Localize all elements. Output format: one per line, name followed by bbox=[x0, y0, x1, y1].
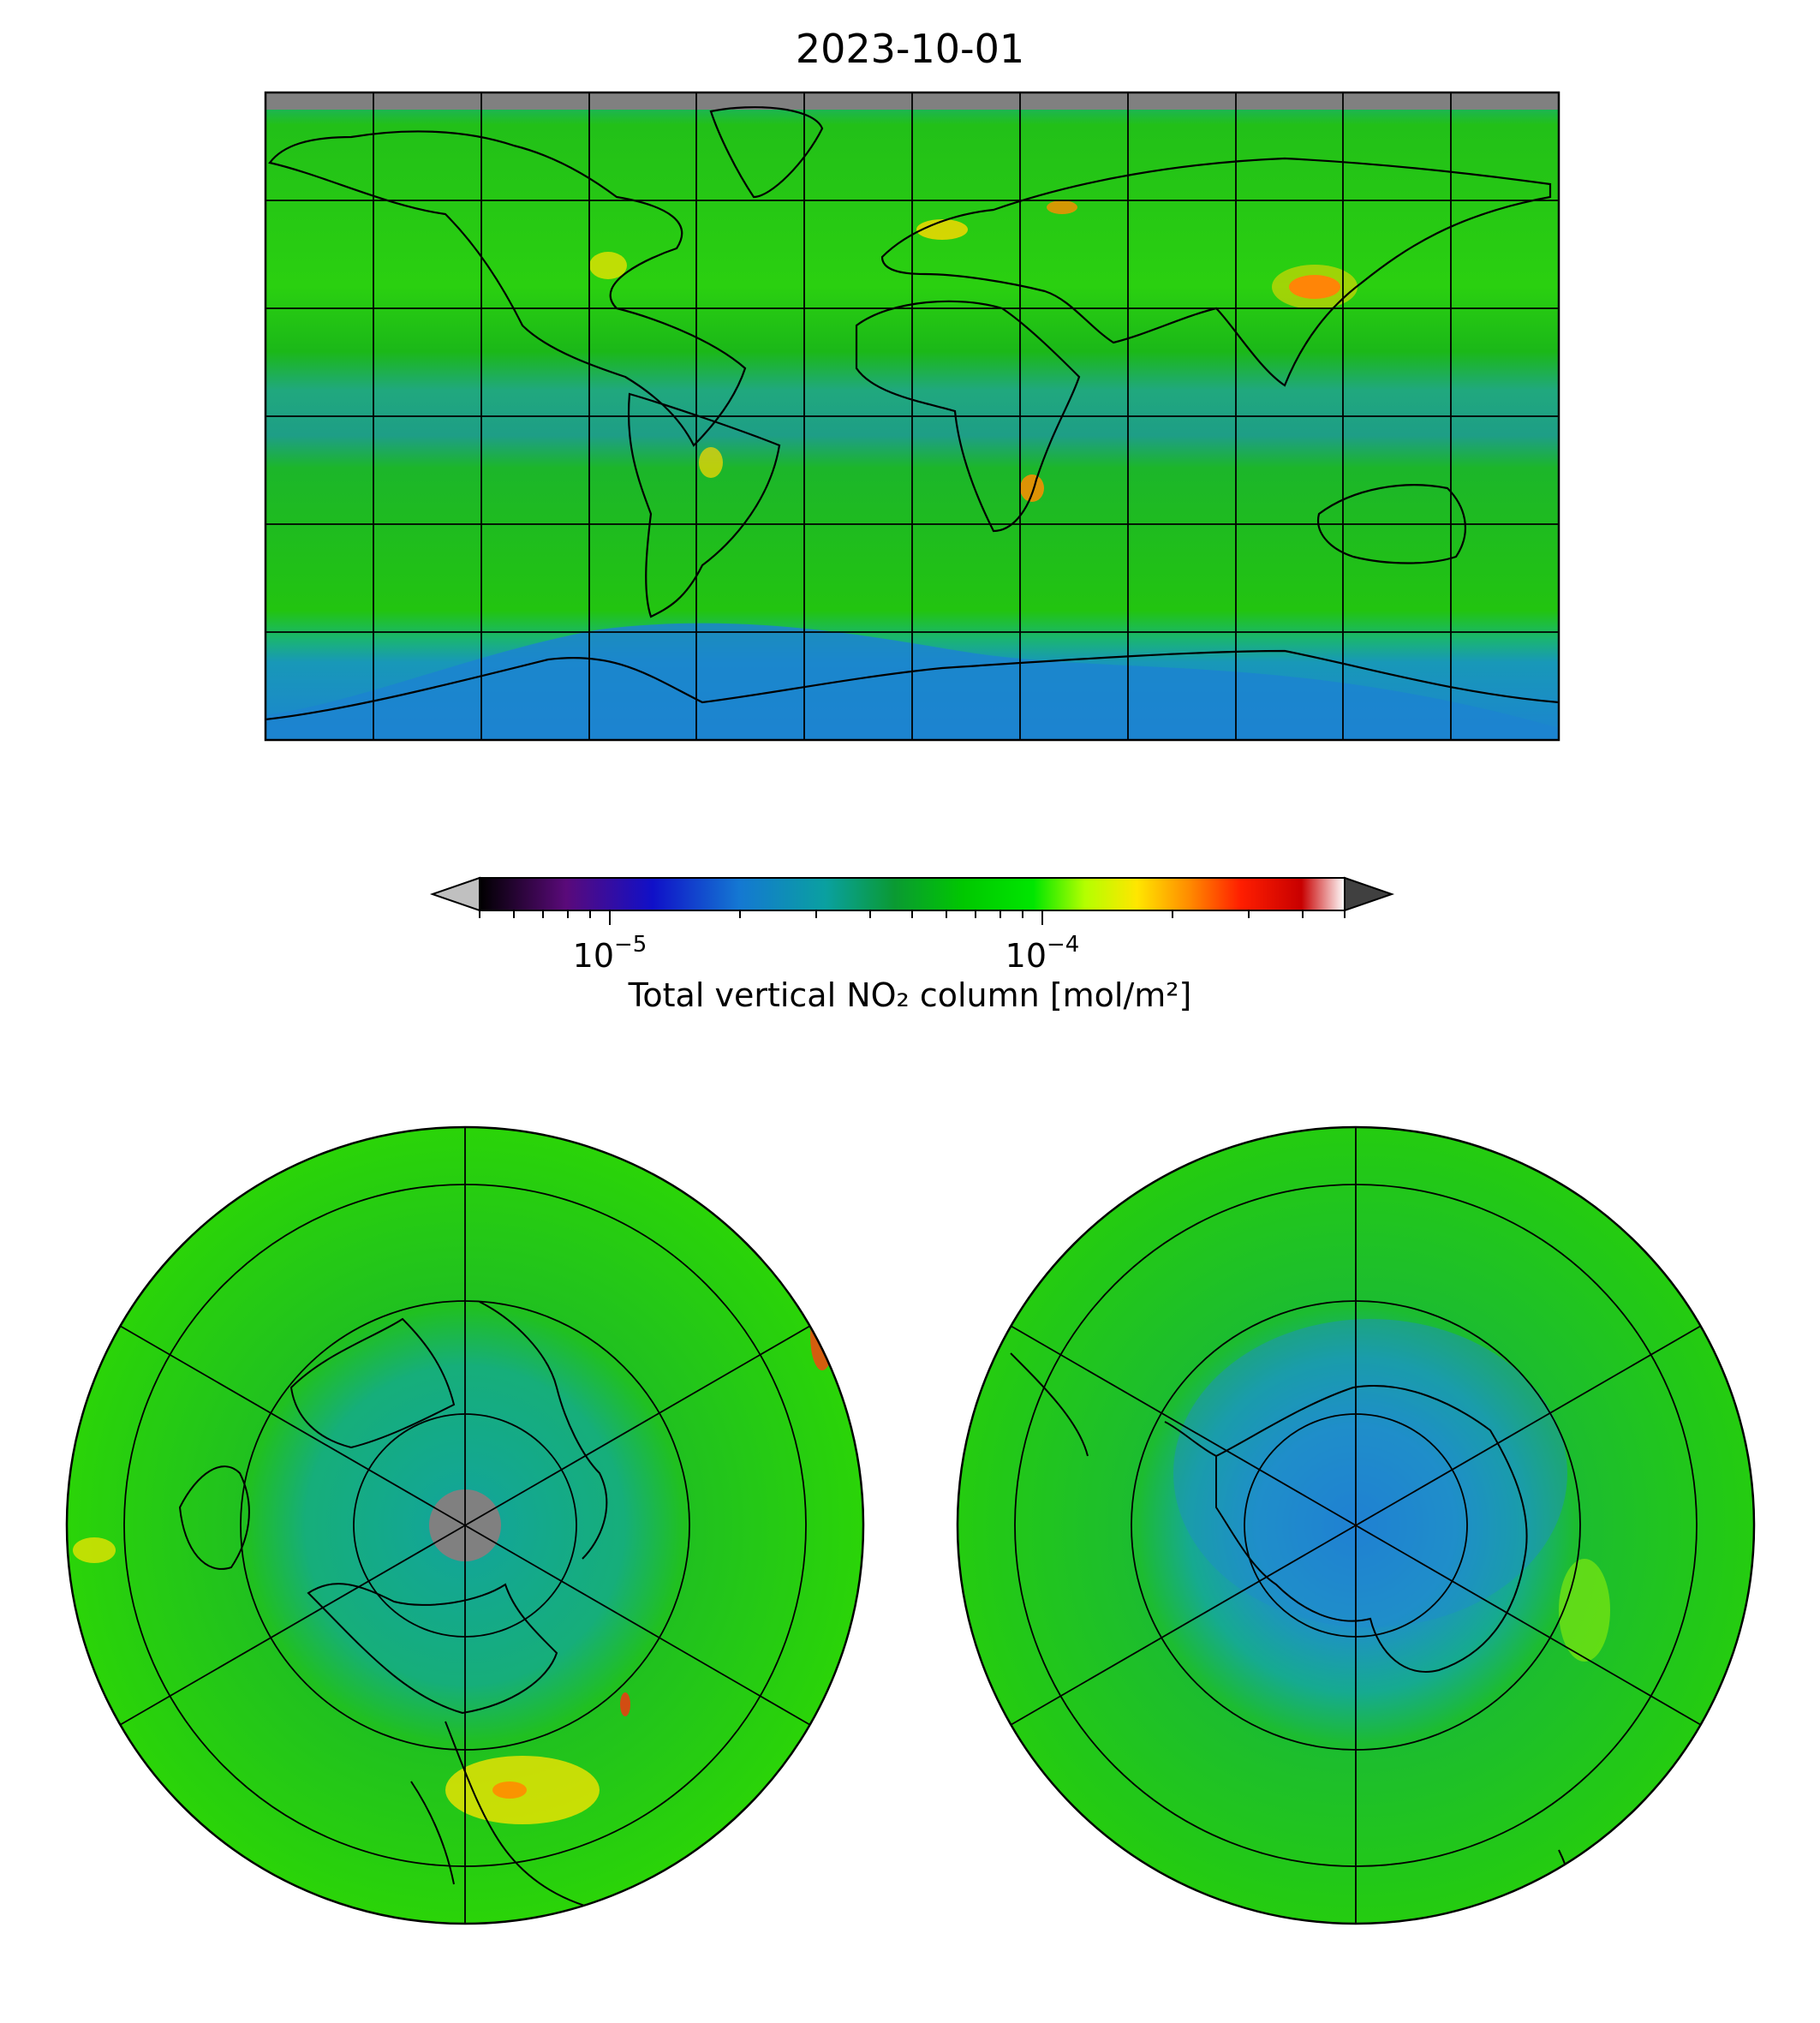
coast-south-america-polar bbox=[1010, 1352, 1089, 1457]
north-polar-map bbox=[67, 1127, 863, 1924]
south-polar-frame bbox=[956, 1125, 1756, 1925]
hotspot-brazil bbox=[699, 447, 723, 478]
hotspot-europe bbox=[916, 219, 968, 240]
coast-south-america bbox=[627, 392, 781, 618]
north-polar-frame bbox=[65, 1125, 865, 1925]
antarctic-low-region-polar bbox=[1173, 1319, 1567, 1627]
colorbar-extend-max bbox=[1344, 876, 1395, 912]
coast-antarctica bbox=[266, 649, 1559, 721]
colorbar-tick-label-1e-4: 10−4 bbox=[1005, 932, 1080, 975]
coast-north-america bbox=[268, 130, 747, 447]
coast-europe-polar bbox=[410, 1721, 600, 1911]
hotspot-russia bbox=[1047, 200, 1077, 214]
graticule-global bbox=[266, 92, 1559, 740]
hotspot-south-africa bbox=[1020, 474, 1044, 502]
colorbar-extend-min bbox=[429, 876, 480, 912]
coast-greenland bbox=[709, 106, 824, 199]
colorbar bbox=[429, 876, 1395, 925]
hotspot-us-east bbox=[589, 252, 627, 279]
map-title: 2023-10-01 bbox=[795, 26, 1025, 72]
coast-arctic-islands bbox=[178, 1465, 250, 1570]
graticule-south bbox=[1010, 1127, 1702, 1924]
coast-antarctic-peninsula bbox=[1164, 1421, 1217, 1457]
colorbar-ticks bbox=[479, 910, 1346, 925]
coast-alaska-polar bbox=[479, 1301, 608, 1560]
graticule-north bbox=[119, 1127, 811, 1924]
hotspot-east-asia-polar bbox=[810, 1302, 834, 1370]
global-map-frame bbox=[264, 91, 1560, 742]
colorbar-label: Total vertical NO₂ column [mol/m²] bbox=[628, 976, 1192, 1014]
coast-siberia-polar bbox=[289, 1317, 456, 1449]
coastlines-global bbox=[266, 106, 1559, 721]
coastlines-north bbox=[178, 1301, 608, 1911]
coast-greenland-polar bbox=[307, 1583, 558, 1715]
coast-antarctica-polar bbox=[1215, 1385, 1528, 1673]
colorbar-tick-label-1e-5: 10−5 bbox=[572, 932, 647, 975]
global-map bbox=[266, 92, 1559, 740]
coast-eurasia bbox=[880, 157, 1552, 387]
coast-africa bbox=[855, 300, 1081, 533]
colorbar-body bbox=[480, 878, 1345, 910]
south-polar-map bbox=[958, 1127, 1754, 1924]
